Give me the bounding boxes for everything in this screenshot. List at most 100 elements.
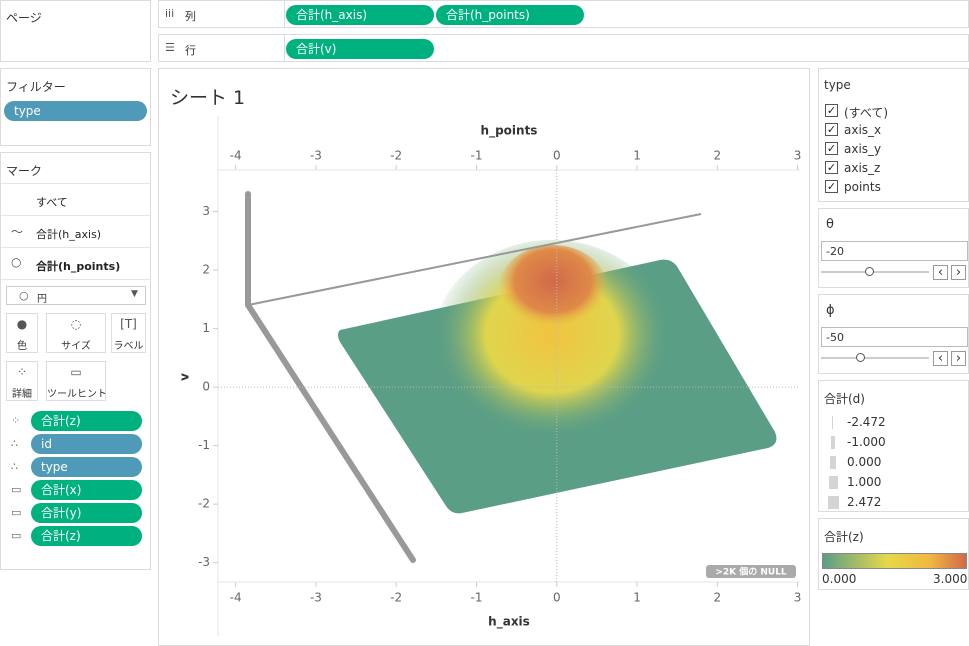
- x-tick-label: -2: [390, 591, 402, 605]
- button-label: 色: [17, 341, 27, 352]
- marks-button[interactable]: ● 色: [6, 313, 38, 353]
- slider-thumb[interactable]: [865, 267, 874, 276]
- card-divider: [1, 247, 150, 248]
- shelf-divider: [284, 35, 285, 61]
- mark-type-dropdown[interactable]: ○ 円 ▼: [6, 286, 146, 305]
- shelf-title: フィルター: [6, 80, 66, 94]
- x-tick-label: -4: [230, 591, 242, 605]
- size-swatch: [831, 436, 835, 449]
- x2-tick-label: 1: [633, 149, 641, 163]
- legend-min: 0.000: [822, 572, 857, 586]
- legend-max: 3.000: [933, 572, 968, 586]
- checkbox[interactable]: ✓: [825, 180, 838, 193]
- step-button[interactable]: ‹: [933, 351, 948, 366]
- button-label: サイズ: [61, 341, 91, 352]
- phi-parameter: ϕ -50 ‹ ›: [818, 294, 969, 374]
- marks-card-tab[interactable]: すべて: [36, 196, 68, 209]
- field-pill[interactable]: 合計(z): [31, 411, 142, 431]
- null-badge-bg: [706, 565, 796, 578]
- marks-card: マーク すべて〜合計(h_axis) ○ 合計(h_points) ○ 円 ▼ ● 色 ◌ サイズ[…: [0, 152, 151, 570]
- field-pill[interactable]: 合計(y): [31, 503, 142, 523]
- field-icon: ∴: [11, 460, 18, 473]
- x2-axis-title: h_points: [481, 124, 538, 139]
- field-pill[interactable]: 合計(v): [286, 39, 434, 59]
- slider-thumb[interactable]: [856, 353, 865, 362]
- viz-canvas: -4 -3 -2 -1 0 1 2 3 -4 -3 -2 -1 0 1 2 3 -3 -2 -1 0 1 2 3 h_axis…: [178, 116, 802, 636]
- x-tick-label: 1: [633, 591, 641, 605]
- field-icon: ▭: [11, 529, 22, 542]
- x-tick-label: 0: [553, 591, 561, 605]
- button-icon: [T]: [120, 317, 137, 331]
- mark-type: 円: [37, 294, 47, 305]
- legend-label: 0.000: [847, 455, 882, 469]
- dropdown-icon: ○: [19, 289, 29, 302]
- marks-button[interactable]: ◌ サイズ: [46, 313, 106, 353]
- size-legend: 合計(d) -2.472 -1.000 0.000 1.000 2.472: [818, 380, 969, 512]
- surface-peak: [498, 245, 608, 335]
- filter-pill[interactable]: type: [4, 101, 147, 121]
- axis-x-line: [245, 302, 416, 563]
- x2-tick-label: -2: [390, 149, 402, 163]
- marks-button[interactable]: ▭ ツールヒント: [46, 361, 107, 401]
- shelf-label: 行: [185, 44, 196, 57]
- color-legend: 合計(z) 0.000 3.000: [818, 518, 969, 590]
- checkbox-label: axis_z: [844, 161, 881, 175]
- field-pill[interactable]: 合計(z): [31, 526, 142, 546]
- button-icon: ⁘: [16, 365, 28, 379]
- card-divider: [1, 215, 150, 216]
- size-swatch: [832, 416, 833, 429]
- card-divider: [1, 183, 150, 184]
- type-filter: type ✓ (すべて) ✓ axis_x ✓ axis_y ✓ axis_z ✓ points: [818, 68, 969, 202]
- shelf-icon: ☰: [165, 41, 175, 54]
- x2-tick-label: -4: [230, 149, 242, 163]
- field-pill[interactable]: id: [31, 434, 142, 454]
- y-axis-title: v: [178, 373, 192, 381]
- button-label: ラベル: [113, 341, 144, 352]
- legend-label: -1.000: [847, 435, 886, 449]
- pages-shelf: ページ: [0, 0, 151, 62]
- checkbox[interactable]: ✓: [825, 104, 838, 117]
- null-badge: >2K 個の NULL: [715, 566, 787, 578]
- field-pill[interactable]: type: [31, 457, 142, 477]
- dropdown-caret: ▼: [131, 289, 138, 299]
- shelf-icon: iii: [165, 7, 175, 20]
- field-pill[interactable]: 合計(h_axis): [286, 5, 434, 25]
- card-icon: ○: [11, 255, 22, 269]
- parameter-value: -50: [826, 331, 844, 344]
- parameter-input[interactable]: -20: [821, 241, 968, 261]
- field-icon: ▭: [11, 483, 22, 496]
- step-button[interactable]: ›: [951, 351, 966, 366]
- x2-tick-label: -1: [471, 149, 483, 163]
- checkbox[interactable]: ✓: [825, 123, 838, 136]
- marks-button[interactable]: [T] ラベル: [111, 313, 146, 353]
- step-button[interactable]: ›: [951, 265, 966, 280]
- checkbox[interactable]: ✓: [825, 161, 838, 174]
- marks-card-tab[interactable]: 合計(h_axis): [36, 228, 102, 241]
- x-tick-label: -3: [310, 591, 322, 605]
- color-ramp: [822, 553, 967, 569]
- field-pill[interactable]: 合計(h_points): [436, 5, 584, 25]
- button-label: 詳細: [12, 389, 32, 400]
- x2-tick-label: 2: [713, 149, 721, 163]
- surface-dome: [432, 240, 672, 450]
- parameter-input[interactable]: -50: [821, 327, 968, 347]
- legend-label: -2.472: [847, 415, 886, 429]
- y-tick-label: 1: [202, 321, 210, 335]
- marks-card-tab[interactable]: 合計(h_points): [36, 260, 121, 273]
- legend-title: 合計(z): [824, 530, 864, 544]
- y-tick-label: -1: [198, 438, 210, 452]
- field-icon: ∴: [11, 437, 18, 450]
- field-icon: ⁘: [11, 414, 21, 427]
- x2-tick-label: 3: [794, 149, 802, 163]
- field-pill[interactable]: 合計(x): [31, 480, 142, 500]
- slider-track: [821, 357, 929, 359]
- legend-title: 合計(d): [824, 392, 865, 406]
- slider-track: [821, 271, 929, 273]
- x-tick-label: 2: [713, 591, 721, 605]
- y-tick-label: 2: [202, 263, 210, 277]
- step-button[interactable]: ‹: [933, 265, 948, 280]
- checkbox[interactable]: ✓: [825, 142, 838, 155]
- x2-tick-label: 0: [553, 149, 561, 163]
- marks-button[interactable]: ⁘ 詳細: [6, 361, 38, 401]
- size-swatch: [828, 496, 839, 509]
